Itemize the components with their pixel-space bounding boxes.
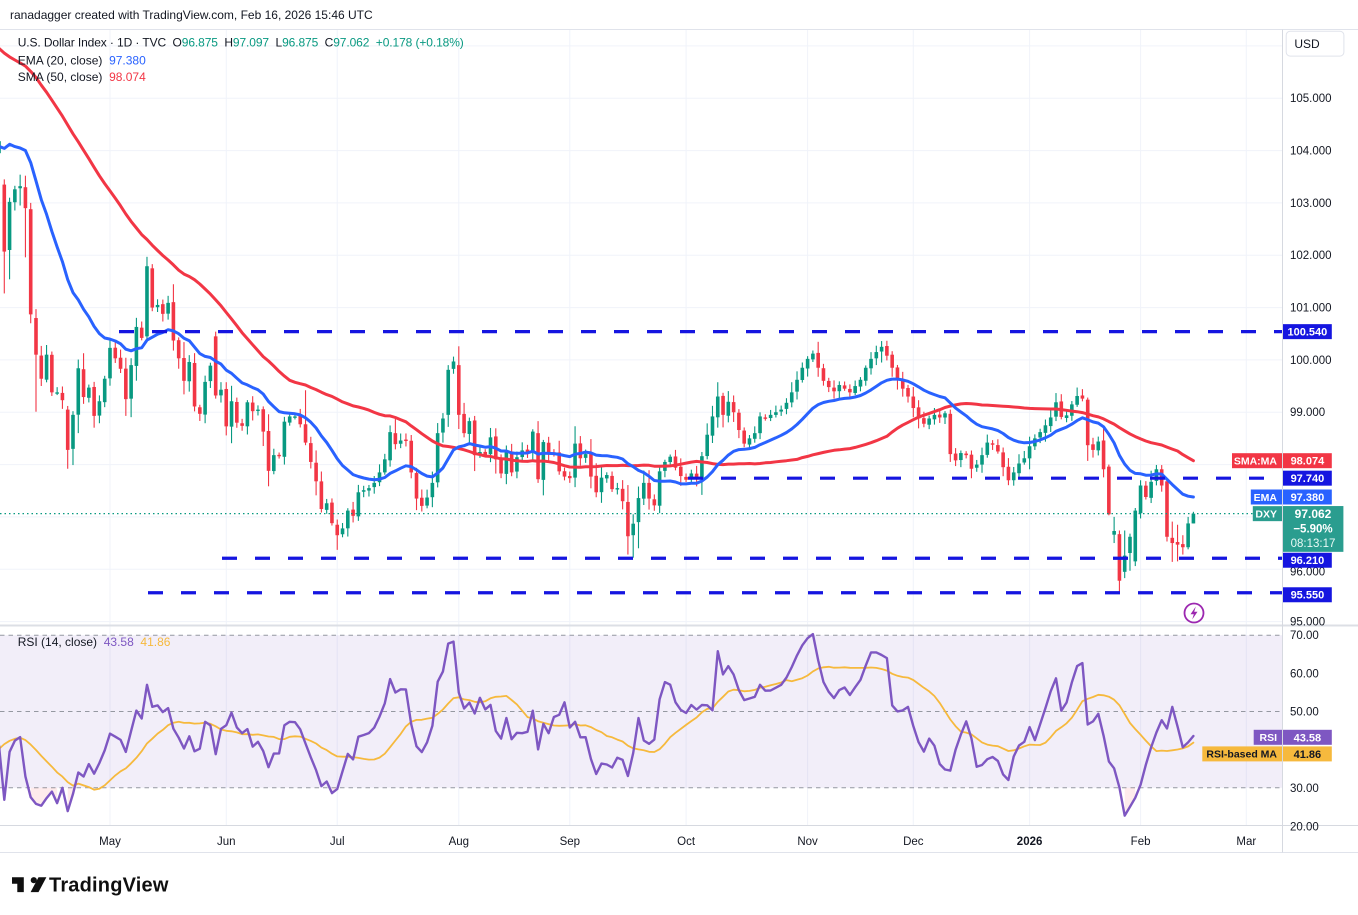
svg-text:Nov: Nov — [797, 836, 818, 848]
svg-text:70.00: 70.00 — [1290, 630, 1319, 642]
svg-text:97.380: 97.380 — [1291, 492, 1325, 504]
svg-text:Mar: Mar — [1236, 836, 1256, 848]
svg-text:EMA: EMA — [1254, 492, 1278, 504]
svg-text:50.00: 50.00 — [1290, 707, 1319, 719]
svg-text:SMA:MA: SMA:MA — [1234, 455, 1278, 467]
svg-text:41.86: 41.86 — [1294, 749, 1322, 761]
svg-text:U.S. Dollar Index · 1D · TVC: U.S. Dollar Index · 1D · TVC O96.875 H97… — [18, 35, 464, 49]
svg-text:96.210: 96.210 — [1291, 555, 1325, 567]
svg-text:100.540: 100.540 — [1288, 327, 1328, 339]
svg-text:May: May — [99, 836, 121, 848]
svg-text:104.000: 104.000 — [1290, 146, 1332, 158]
svg-text:Aug: Aug — [449, 836, 469, 848]
svg-text:60.00: 60.00 — [1290, 668, 1319, 680]
svg-text:RSI-based MA: RSI-based MA — [1206, 749, 1277, 761]
svg-text:Dec: Dec — [903, 836, 924, 848]
svg-text:DXY: DXY — [1255, 508, 1277, 520]
svg-text:08:13:17: 08:13:17 — [1291, 538, 1336, 550]
svg-text:−5.90%: −5.90% — [1293, 524, 1332, 536]
svg-text:97.740: 97.740 — [1291, 473, 1325, 485]
svg-text:103.000: 103.000 — [1290, 198, 1332, 210]
svg-text:95.550: 95.550 — [1291, 590, 1325, 602]
svg-text:105.000: 105.000 — [1290, 93, 1332, 105]
svg-text:30.00: 30.00 — [1290, 783, 1319, 795]
svg-text:Jun: Jun — [217, 836, 236, 848]
svg-text:ranadagger created with Tradin: ranadagger created with TradingView.com,… — [10, 8, 373, 22]
svg-text:TradingView: TradingView — [49, 875, 169, 897]
svg-text:Sep: Sep — [560, 836, 580, 848]
svg-text:RSI: RSI — [1259, 732, 1277, 744]
svg-text:SMA (50, close) 98.074: SMA (50, close) 98.074 — [18, 70, 146, 84]
svg-text:100.000: 100.000 — [1290, 355, 1332, 367]
svg-text:99.000: 99.000 — [1290, 407, 1325, 419]
svg-text:43.58: 43.58 — [1294, 732, 1322, 744]
svg-text:96.000: 96.000 — [1290, 567, 1325, 579]
svg-text:Jul: Jul — [330, 836, 345, 848]
svg-text:97.062: 97.062 — [1295, 507, 1332, 521]
svg-text:Feb: Feb — [1131, 836, 1151, 848]
svg-text:95.000: 95.000 — [1290, 617, 1325, 629]
svg-text:101.000: 101.000 — [1290, 303, 1332, 315]
svg-text:RSI (14, close) 43.58 41.86: RSI (14, close) 43.58 41.86 — [18, 635, 171, 649]
svg-text:102.000: 102.000 — [1290, 250, 1332, 262]
svg-text:98.074: 98.074 — [1291, 456, 1326, 468]
svg-text:Oct: Oct — [677, 836, 696, 848]
svg-text:EMA (20, close) 97.380: EMA (20, close) 97.380 — [18, 54, 146, 68]
svg-text:2026: 2026 — [1017, 836, 1043, 848]
svg-text:USD: USD — [1294, 37, 1320, 51]
svg-text:20.00: 20.00 — [1290, 822, 1319, 834]
